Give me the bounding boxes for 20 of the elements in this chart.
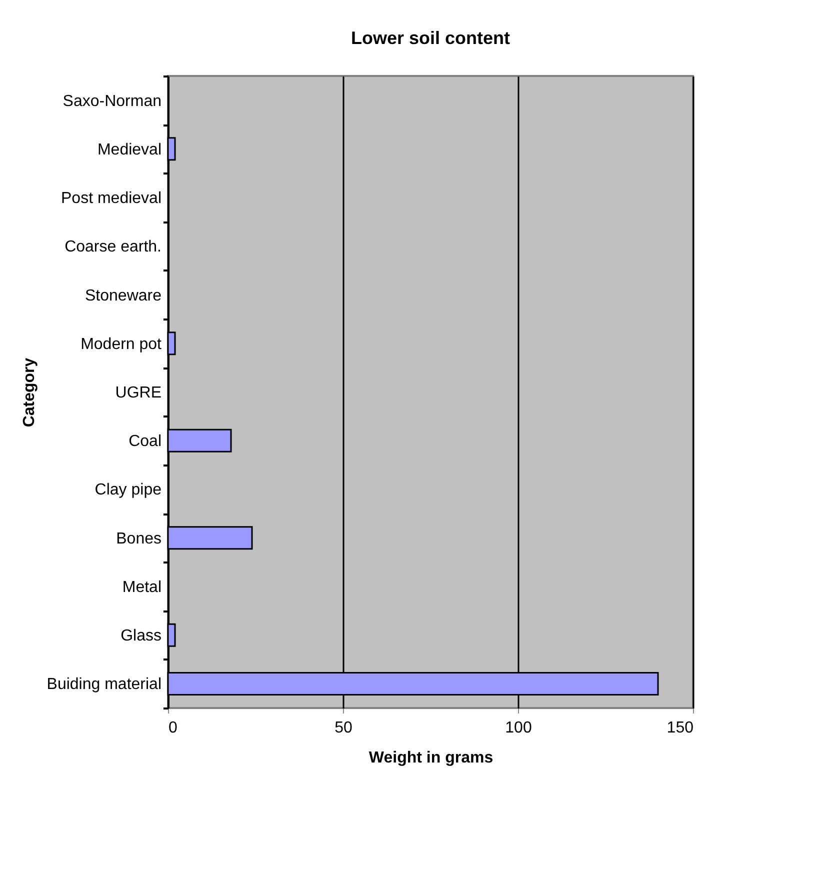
x-tick-label: 0 [168,720,178,736]
y-tick-label: Modern pot [80,336,162,353]
x-axis-title: Weight in grams [368,750,494,766]
chart-title: Lower soil content [350,28,510,48]
y-tick-label: Stoneware [85,287,162,304]
x-tick-label: 150 [666,720,694,736]
y-tick-label: UGRE [115,384,162,402]
y-tick-label: Clay pipe [94,482,162,499]
y-tick-label: Medieval [97,141,162,158]
y-tick-label: Bones [116,530,162,548]
y-tick-label: Glass [120,628,162,645]
x-tick-label: 50 [334,720,352,736]
y-tick-label: Post medieval [61,190,162,208]
y-tick-label: Metal [122,578,162,596]
y-tick-label: Coarse earth. [64,238,162,256]
y-tick-label: Buiding material [46,676,162,694]
y-axis-title: Category [20,358,38,428]
y-tick-label: Saxo-Norman [62,92,162,110]
y-tick-label: Coal [128,433,162,450]
x-tick-label: 100 [505,720,532,736]
